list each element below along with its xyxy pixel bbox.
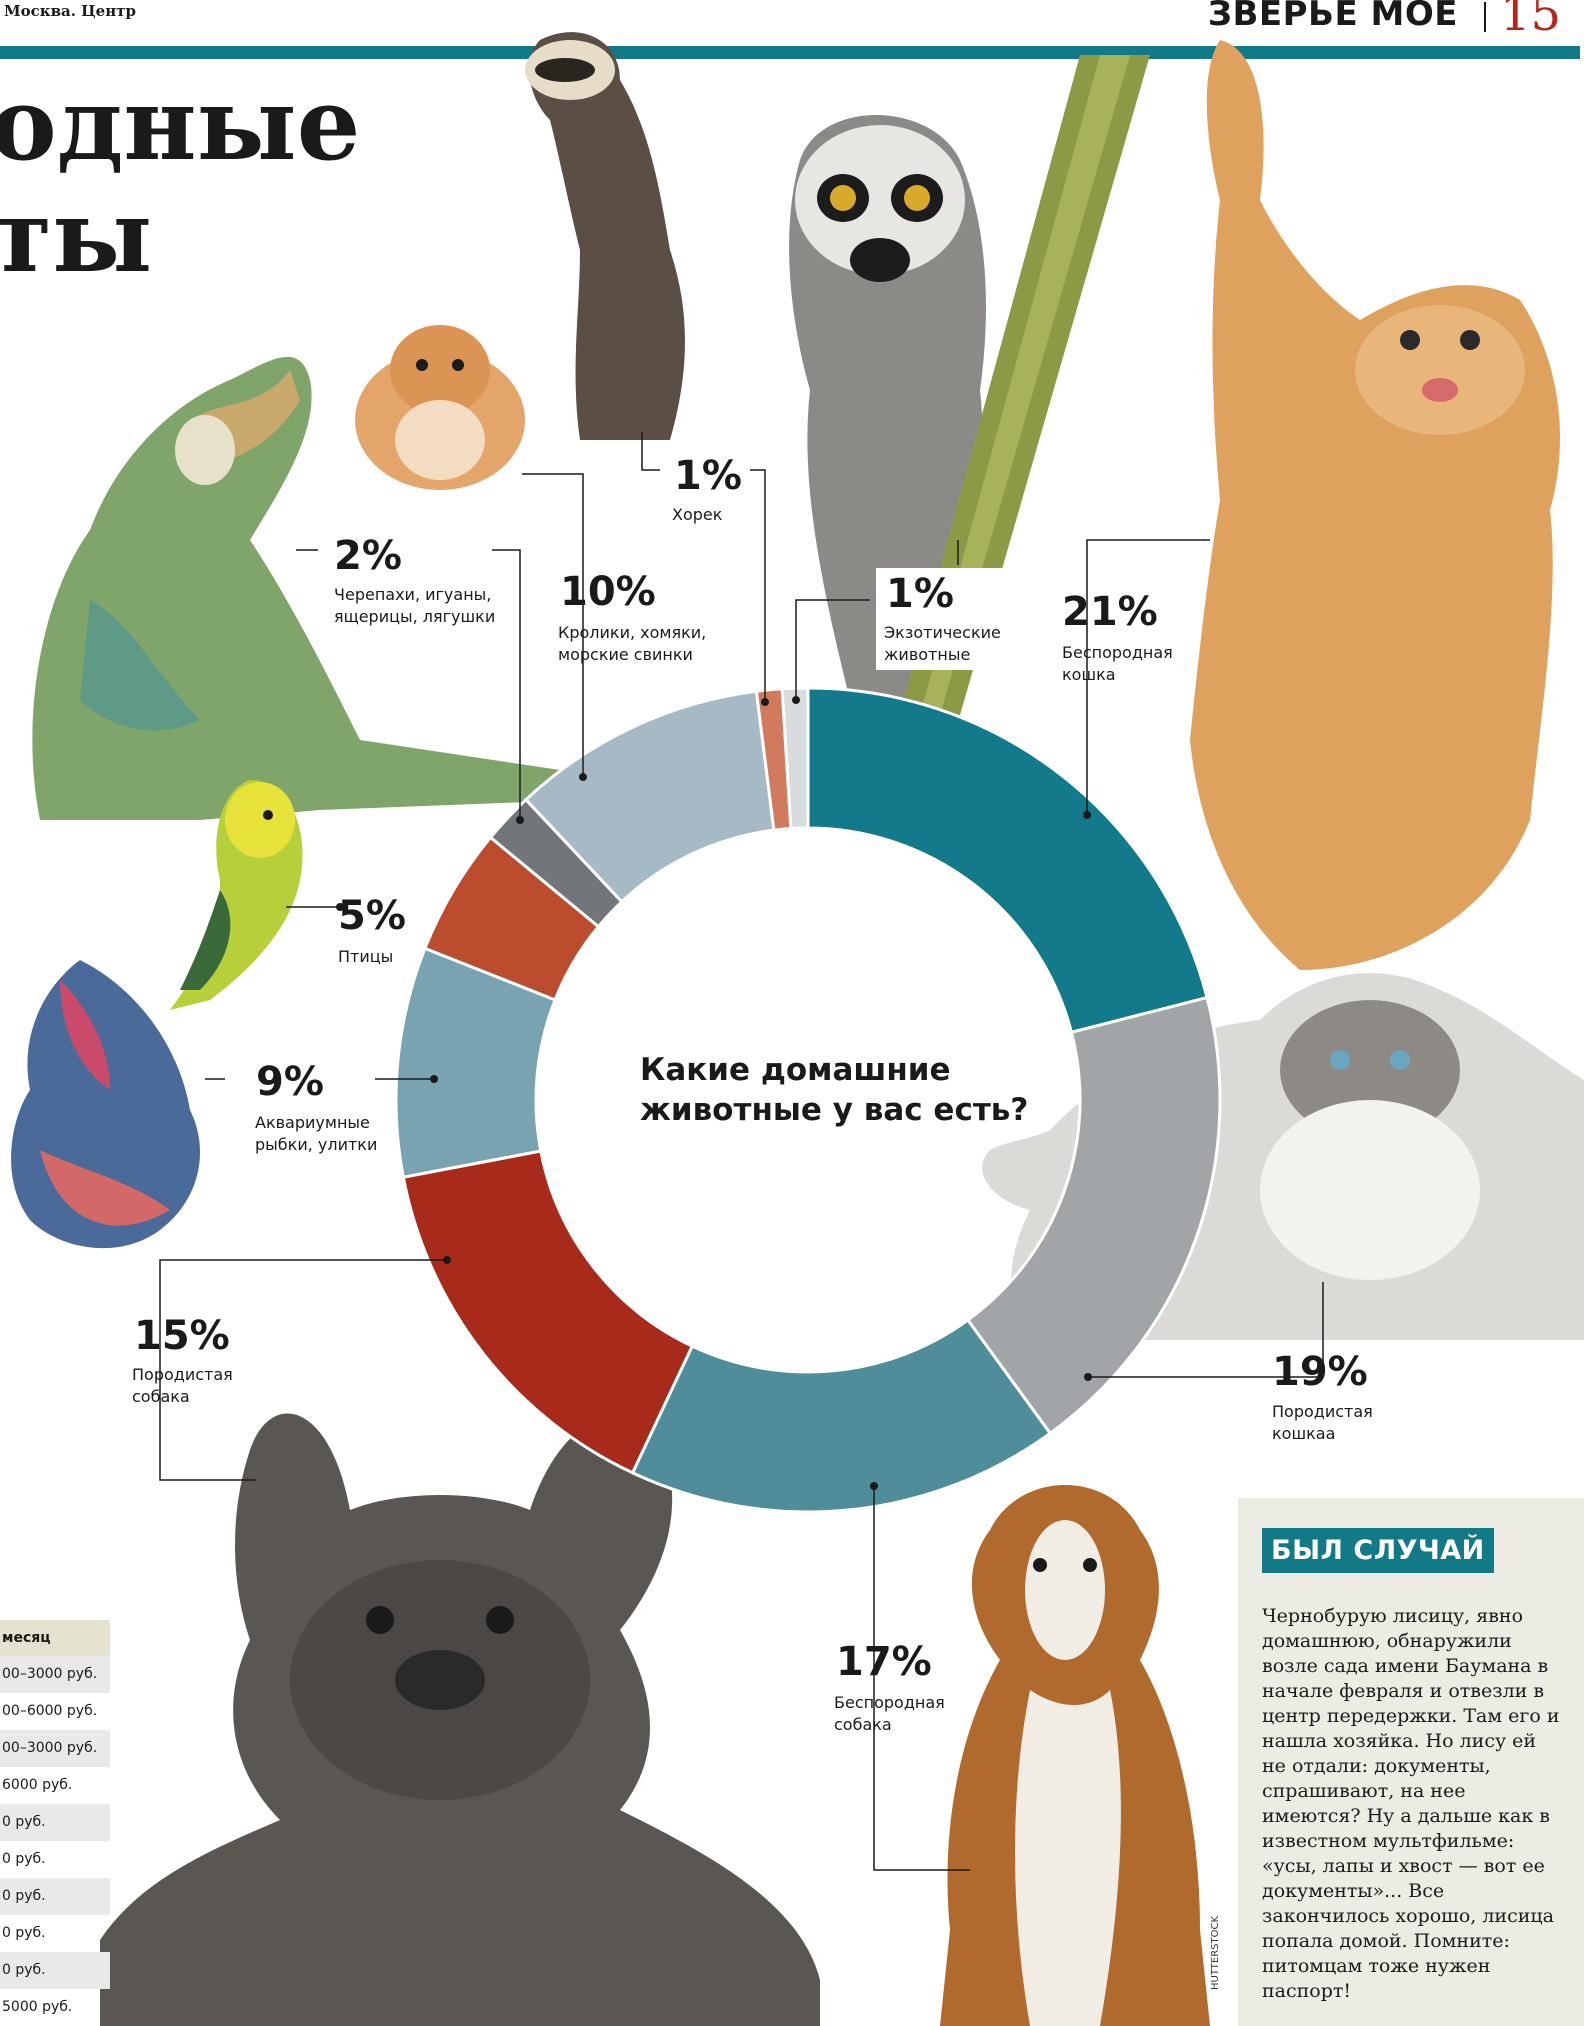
iguana-photo: [32, 356, 580, 820]
leader-dot-cat-stray: [1083, 811, 1091, 819]
price-table-row: 0 руб.: [0, 1804, 110, 1841]
label-reptiles-name: Черепахи, игуаны, ящерицы, лягушки: [334, 585, 496, 626]
header-divider: [1484, 2, 1486, 32]
price-table-row: 00–3000 руб.: [0, 1730, 110, 1767]
headline: одные ты: [0, 68, 360, 292]
exotic-label-box: [876, 568, 1010, 670]
label-dog-stray-name: Беспородная собака: [834, 1693, 945, 1734]
leader-dog-stray: [873, 1486, 970, 1871]
label-fish-pct: 9%: [256, 1059, 324, 1105]
budgie-photo: [170, 780, 303, 1010]
label-cat-pedigree-pct: 19%: [1272, 1349, 1368, 1395]
price-table-row: 0 руб.: [2, 1851, 46, 1867]
sidebar-tag: БЫЛ СЛУЧАЙ: [1262, 1528, 1494, 1573]
lemur-photo: [789, 115, 986, 700]
label-birds-pct: 5%: [338, 893, 406, 939]
label-exotic-pct: 1%: [886, 571, 954, 617]
leader-cat-pedigree: [1088, 1282, 1324, 1378]
label-dog-pedigree-name: Породистая собака: [132, 1365, 233, 1406]
leader-reptiles: [492, 549, 521, 820]
price-table-header: месяц: [0, 1620, 110, 1656]
leader-dot-birds: [336, 903, 344, 911]
price-table-row: 5000 руб.: [2, 1999, 73, 2015]
donut-slice-0: [806, 686, 1209, 1035]
label-birds-name: Птицы: [338, 947, 394, 966]
photo-credit: HUTTERSTOCK: [1210, 1915, 1221, 1990]
label-dog-stray-pct: 17%: [836, 1639, 932, 1685]
headline-line-2: ты: [0, 177, 153, 295]
label-rodents-pct: 10%: [560, 569, 656, 615]
label-rodents-name: Кролики, хомяки, морские свинки: [558, 623, 707, 664]
bamboo-photo: [900, 55, 1150, 715]
price-table-row: 0 руб.: [2, 1925, 46, 1941]
label-cat-pedigree-name: Породистая кошкаа: [1272, 1402, 1373, 1443]
price-table-row: 0 руб.: [0, 1952, 110, 1989]
price-table-row: 0 руб.: [0, 1878, 110, 1915]
leader-dot-reptiles: [516, 816, 524, 824]
leader-dot-cat-pedigree: [1084, 1373, 1092, 1381]
leader-cat-stray: [1086, 539, 1210, 815]
leader-dot-fish: [430, 1075, 438, 1083]
chart-title: Какие домашние животные у вас есть?: [640, 1052, 1029, 1128]
label-cat-stray-pct: 21%: [1062, 589, 1158, 635]
label-cat-stray-name: Беспородная кошка: [1062, 643, 1173, 684]
price-table-row: 6000 руб.: [2, 1777, 73, 1793]
retriever-photo: [940, 1485, 1210, 2026]
price-table: месяц 00–3000 руб. 00–6000 руб. 00–3000 …: [0, 1620, 110, 2026]
label-ferret-pct: 1%: [674, 453, 742, 499]
sidebar-box: [1238, 1498, 1584, 2026]
sidebar-text: Чернобурую лисицу, явно домашнюю, обнару…: [1262, 1605, 1560, 2002]
ginger-cat-photo: [1190, 40, 1560, 970]
price-table-row: 00–6000 руб.: [2, 1703, 98, 1719]
header-bar: [0, 46, 1580, 59]
label-ferret-name: Хорек: [672, 505, 723, 524]
french-bulldog-photo: [100, 1413, 820, 2026]
hamster-photo: [355, 325, 525, 490]
leader-ferret-top: [641, 432, 660, 471]
leader-exotic: [795, 599, 870, 700]
price-table-row: 00–3000 руб.: [0, 1656, 110, 1693]
donut-slice-9: [780, 686, 810, 831]
label-dog-pedigree-pct: 15%: [134, 1313, 230, 1359]
leader-dot-ferret: [761, 698, 769, 706]
ferret-photo: [525, 32, 685, 441]
leader-ferret: [750, 469, 766, 702]
rubric-title: ЗВЕРЬЕ МОЕ: [1207, 0, 1458, 34]
leader-dot-exotic: [792, 696, 800, 704]
leader-dot-dog-pedigree: [443, 1256, 451, 1264]
leader-rodents: [522, 473, 584, 777]
label-fish-name: Аквариумные рыбки, улитки: [255, 1113, 378, 1154]
donut-slice-2: [630, 1317, 1053, 1514]
section-label: Москва. Центр: [4, 2, 136, 20]
donut-slice-1: [965, 995, 1222, 1436]
label-exotic-name: Экзотические животные: [884, 623, 1001, 664]
label-reptiles-pct: 2%: [334, 533, 402, 579]
leader-dot-dog-stray: [870, 1482, 878, 1490]
leader-dog-pedigree: [159, 1259, 447, 1481]
headline-line-1: одные: [0, 65, 361, 183]
page-number: 15: [1500, 0, 1562, 42]
leader-dot-rodents: [579, 773, 587, 781]
betta-fish-photo: [11, 960, 201, 1249]
